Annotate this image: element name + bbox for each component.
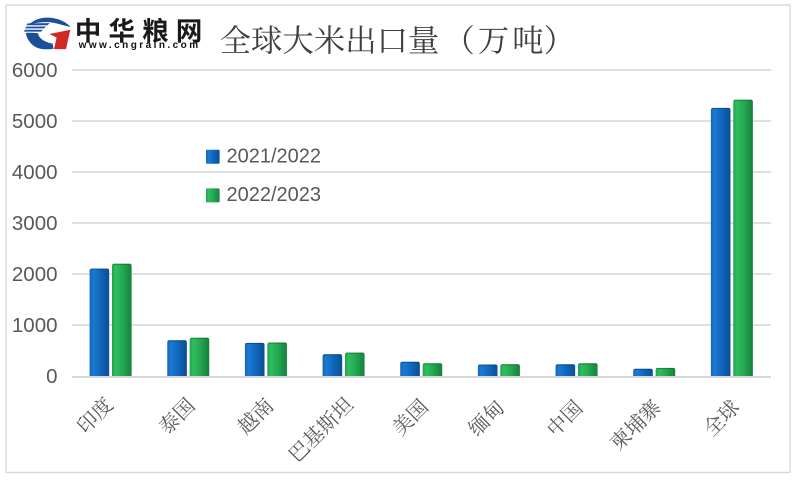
svg-text:1000: 1000 bbox=[12, 314, 58, 337]
svg-text:5000: 5000 bbox=[12, 110, 58, 133]
svg-text:2000: 2000 bbox=[12, 263, 58, 286]
svg-text:2022/2023: 2022/2023 bbox=[227, 184, 322, 206]
svg-text:2021/2022: 2021/2022 bbox=[227, 145, 322, 167]
svg-text:3000: 3000 bbox=[12, 212, 58, 235]
svg-text:4000: 4000 bbox=[12, 161, 58, 184]
svg-text:0: 0 bbox=[46, 365, 57, 388]
svg-text:6000: 6000 bbox=[12, 59, 58, 82]
